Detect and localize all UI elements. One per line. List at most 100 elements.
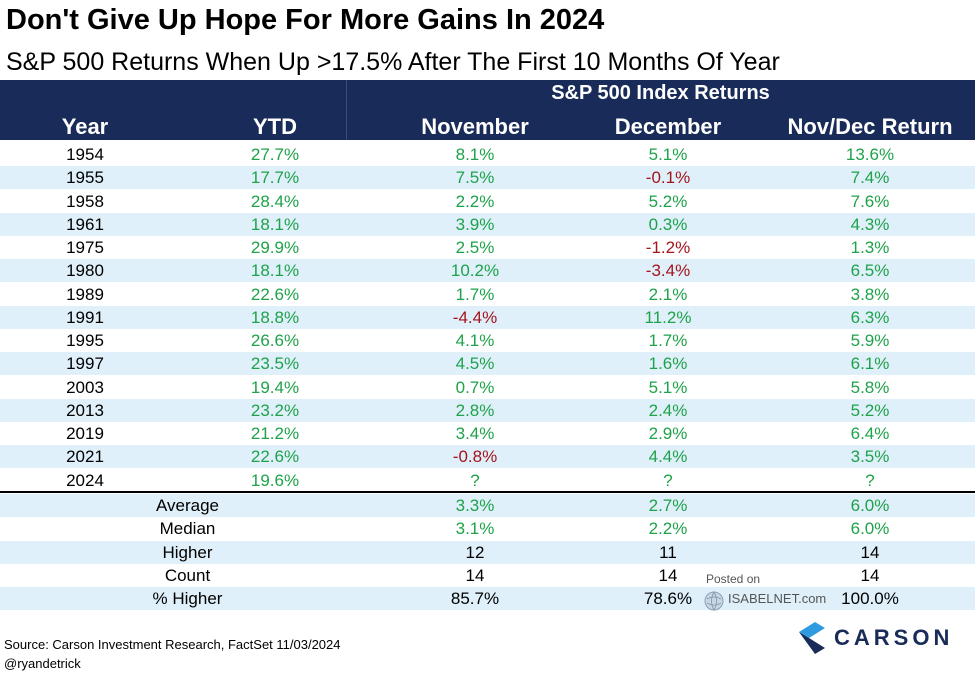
- summary-row: Count 14 14 14: [0, 564, 975, 587]
- cell-november: ?: [470, 470, 480, 490]
- summary-cell-label: Median: [159, 519, 216, 539]
- cell-novdec: 3.8%: [850, 284, 890, 304]
- header-ytd: YTD: [253, 114, 297, 139]
- cell-december: 2.1%: [648, 284, 688, 304]
- cell-december: 0.3%: [648, 214, 688, 234]
- summary-cell-novdec: 6.0%: [850, 519, 890, 539]
- summary-cell-december: 2.2%: [648, 519, 688, 539]
- summary-row: Average 3.3% 2.7% 6.0%: [0, 494, 975, 518]
- cell-november: 2.2%: [455, 191, 495, 211]
- table-row: 1975 29.9% 2.5% -1.2% 1.3%: [0, 236, 975, 259]
- table-row: 1961 18.1% 3.9% 0.3% 4.3%: [0, 212, 975, 236]
- summary-cell-label: % Higher: [152, 589, 223, 608]
- header-divider: [346, 80, 347, 140]
- cell-november: 0.7%: [455, 377, 495, 397]
- summary-separator: [0, 491, 975, 493]
- cell-year: 1954: [66, 145, 104, 164]
- cell-ytd: 17.7%: [250, 168, 300, 188]
- table-row: 2019 21.2% 3.4% 2.9% 6.4%: [0, 422, 975, 445]
- cell-december: 1.7%: [648, 331, 688, 350]
- cell-november: 2.5%: [455, 238, 495, 257]
- cell-novdec: 13.6%: [845, 145, 895, 164]
- cell-novdec: 6.1%: [850, 354, 890, 374]
- cell-ytd: 19.4%: [250, 377, 300, 397]
- table-row: 1980 18.1% 10.2% -3.4% 6.5%: [0, 259, 975, 283]
- cell-ytd: 18.8%: [250, 307, 300, 327]
- carson-logo-text: CARSON: [834, 625, 954, 650]
- cell-december: 2.9%: [648, 424, 688, 443]
- cell-ytd: 22.6%: [250, 447, 300, 467]
- cell-year: 1975: [66, 238, 104, 257]
- cell-year: 2019: [66, 424, 104, 443]
- cell-ytd: 18.1%: [250, 214, 300, 234]
- cell-november: 10.2%: [450, 261, 500, 281]
- header-year: Year: [61, 114, 109, 139]
- cell-year: 1995: [66, 331, 104, 350]
- cell-november: 3.4%: [455, 424, 495, 443]
- summary-cell-label: Higher: [162, 542, 213, 562]
- cell-year: 2003: [66, 377, 104, 397]
- cell-december: 4.4%: [648, 447, 688, 467]
- cell-novdec: 5.9%: [850, 331, 890, 350]
- summary-cell-november: 14: [465, 565, 485, 585]
- cell-december: 2.4%: [648, 400, 688, 420]
- cell-novdec: 3.5%: [850, 447, 890, 467]
- summary-cell-novdec: 14: [860, 542, 880, 562]
- cell-novdec: 7.6%: [850, 191, 890, 211]
- summary-cell-november: 85.7%: [450, 589, 500, 608]
- cell-novdec: 4.3%: [850, 214, 890, 234]
- summary-cell-label: Count: [164, 565, 211, 585]
- cell-novdec: 5.8%: [850, 377, 890, 397]
- cell-novdec: 6.3%: [850, 307, 890, 327]
- cell-ytd: 22.6%: [250, 284, 300, 304]
- table-row: 1954 27.7% 8.1% 5.1% 13.6%: [0, 143, 975, 166]
- summary-cell-december: 11: [659, 542, 677, 562]
- cell-november: 3.9%: [455, 214, 495, 234]
- cell-november: -0.8%: [452, 447, 498, 467]
- table-row: 1991 18.8% -4.4% 11.2% 6.3%: [0, 305, 975, 329]
- cell-december: 5.2%: [648, 191, 688, 211]
- watermark-site: ISABELNET.com: [728, 591, 827, 606]
- cell-ytd: 29.9%: [250, 238, 300, 257]
- cell-novdec: ?: [865, 470, 875, 490]
- cell-november: 2.8%: [455, 400, 495, 420]
- cell-december: 5.1%: [648, 145, 688, 164]
- summary-cell-december: 2.7%: [648, 496, 688, 515]
- cell-november: 4.1%: [455, 331, 495, 350]
- summary-cell-november: 12: [465, 542, 485, 562]
- cell-november: 8.1%: [455, 145, 495, 164]
- cell-december: -3.4%: [645, 261, 691, 281]
- table-row: 2024 19.6%???: [0, 469, 975, 492]
- cell-november: 4.5%: [455, 354, 495, 374]
- cell-year: 2013: [66, 400, 104, 420]
- table-row: 1955 17.7% 7.5% -0.1% 7.4%: [0, 166, 975, 190]
- table-row: 1958 28.4% 2.2% 5.2% 7.6%: [0, 190, 975, 213]
- author-handle: @ryandetrick: [4, 656, 81, 671]
- table-row: 2021 22.6% -0.8% 4.4% 3.5%: [0, 445, 975, 469]
- cell-year: 1961: [66, 214, 104, 234]
- cell-ytd: 18.1%: [250, 261, 300, 281]
- summary-cell-november: 3.3%: [455, 496, 495, 515]
- header-novdec: Nov/Dec Return: [787, 114, 953, 139]
- summary-cell-december: 78.6%: [643, 589, 693, 608]
- table-row: 2003 19.4% 0.7% 5.1% 5.8%: [0, 376, 975, 399]
- cell-december: -0.1%: [645, 168, 691, 188]
- cell-december: 1.6%: [648, 354, 688, 374]
- cell-year: 1980: [66, 261, 104, 281]
- cell-ytd: 26.6%: [250, 331, 300, 350]
- summary-row: Median 3.1% 2.2% 6.0%: [0, 517, 975, 540]
- summary-row: Higher 12 11 14: [0, 540, 975, 564]
- cell-december: 5.1%: [648, 377, 688, 397]
- cell-novdec: 1.3%: [850, 238, 890, 257]
- summary-cell-novdec: 6.0%: [850, 496, 890, 515]
- cell-december: 11.2%: [644, 307, 692, 327]
- cell-year: 1989: [66, 284, 104, 304]
- summary-cell-november: 3.1%: [455, 519, 495, 539]
- header-group-label: S&P 500 Index Returns: [551, 82, 770, 104]
- cell-year: 1955: [66, 168, 104, 188]
- watermark-globe-icon: [704, 591, 724, 611]
- cell-novdec: 6.4%: [850, 424, 890, 443]
- cell-ytd: 27.7%: [250, 145, 300, 164]
- cell-ytd: 28.4%: [250, 191, 300, 211]
- table-row: 2013 23.2% 2.8% 2.4% 5.2%: [0, 398, 975, 422]
